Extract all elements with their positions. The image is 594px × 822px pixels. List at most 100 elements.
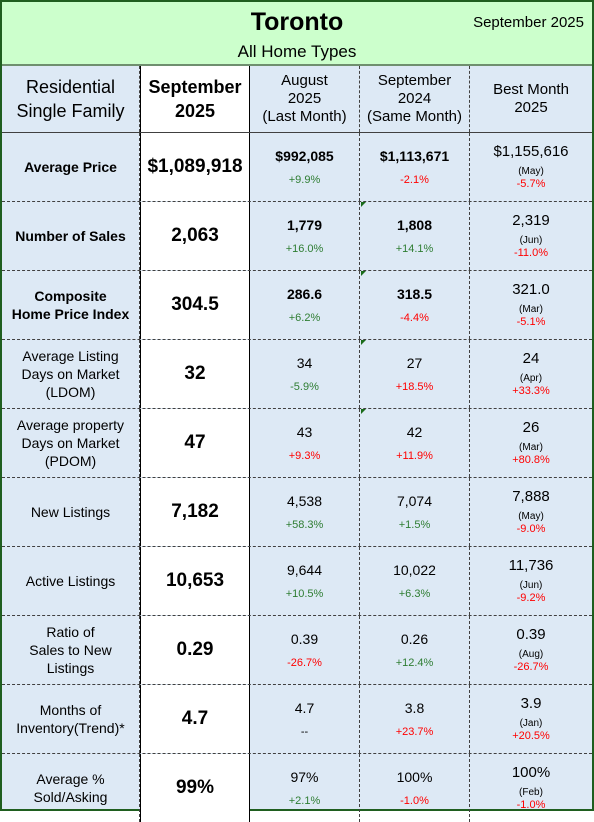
last-month-change: -26.7% <box>287 657 322 669</box>
best-month-value: 26 <box>522 419 540 436</box>
best-month-value: 0.39 <box>516 626 546 643</box>
best-month-cell: $1,155,616 (May) -5.7% <box>470 133 592 201</box>
best-month-change: -11.0% <box>513 247 549 259</box>
header-current-line: 2025 <box>174 101 216 121</box>
last-month-change: +58.3% <box>285 519 324 531</box>
best-month-name: (May) <box>518 511 544 522</box>
table-row: Average Listing Days on Market (LDOM) 32 34 -… <box>2 340 592 409</box>
best-month-name: (Mar) <box>519 442 543 453</box>
same-month-change: +23.7% <box>395 726 434 738</box>
header-current-line: September <box>148 77 242 97</box>
same-month-cell: $1,113,671 -2.1% <box>360 133 470 201</box>
last-month-change: -- <box>300 726 309 738</box>
current-value-cell: 4.7 <box>140 685 250 753</box>
header-last-line: August <box>281 72 328 89</box>
metric-label-cell: Average Price <box>2 133 140 201</box>
best-month-name: (Apr) <box>519 373 543 384</box>
report-date: September 2025 <box>473 14 584 31</box>
best-month-change: +20.5% <box>512 730 550 742</box>
current-value-cell: 7,182 <box>140 478 250 546</box>
last-month-cell: 9,644 +10.5% <box>250 547 360 615</box>
metric-label-line: Ratio of <box>46 624 95 640</box>
same-month-cell: 1,808 +14.1% <box>360 202 470 270</box>
header-same-line: September <box>377 72 452 89</box>
same-month-cell: 42 +11.9% <box>360 409 470 477</box>
best-month-change: -5.1% <box>516 316 546 328</box>
best-month-name: (Aug) <box>518 649 544 660</box>
cell-flag-marker <box>361 271 366 276</box>
header-best-line: 2025 <box>514 99 548 116</box>
header-best-month: Best Month 2025 <box>470 66 592 132</box>
metric-label-cell: Months of Inventory(Trend)* <box>2 685 140 753</box>
best-month-value: 3.9 <box>520 695 542 712</box>
same-month-change: -4.4% <box>400 312 429 324</box>
best-month-value: 11,736 <box>508 557 554 574</box>
metric-label-cell: New Listings <box>2 478 140 546</box>
same-month-change: +1.5% <box>398 519 431 531</box>
best-month-cell: 321.0 (Mar) -5.1% <box>470 271 592 339</box>
header-best-line: Best Month <box>493 81 569 98</box>
table-row: New Listings 7,182 4,538 +58.3% 7,074 +1.5% 7,… <box>2 478 592 547</box>
header-category-line: Single Family <box>16 101 125 121</box>
best-month-cell: 24 (Apr) +33.3% <box>470 340 592 408</box>
stats-table: Residential Single Family September 2025… <box>2 66 592 822</box>
best-month-name: (Jun) <box>519 235 543 246</box>
metric-label-line: Sold/Asking <box>33 789 108 805</box>
last-month-cell: 0.39 -26.7% <box>250 616 360 684</box>
same-month-cell: 0.26 +12.4% <box>360 616 470 684</box>
metric-label-line: Days on Market <box>21 435 120 451</box>
metric-label-cell: Number of Sales <box>2 202 140 270</box>
header-same-line: 2024 <box>397 90 432 107</box>
header-last-line: 2025 <box>287 90 322 107</box>
best-month-change: +80.8% <box>512 454 550 466</box>
best-month-name: (May) <box>518 166 544 177</box>
best-month-name: (Jan) <box>519 718 543 729</box>
current-value-cell: 0.29 <box>140 616 250 684</box>
best-month-value: $1,155,616 <box>493 143 569 160</box>
same-month-change: -1.0% <box>400 795 429 807</box>
last-month-value: 43 <box>296 424 313 440</box>
table-header-row: Residential Single Family September 2025… <box>2 66 592 133</box>
current-value-cell: 10,653 <box>140 547 250 615</box>
metric-label-line: Composite <box>34 288 107 304</box>
last-month-value: 286.6 <box>286 286 323 302</box>
metric-label-line: Months of <box>39 702 102 718</box>
table-row: Average Price $1,089,918 $992,085 +9.9% $1,1… <box>2 133 592 202</box>
header-last-line: (Last Month) <box>262 108 347 125</box>
metric-label-cell: Ratio of Sales to New Listings <box>2 616 140 684</box>
best-month-change: -9.0% <box>516 523 546 535</box>
metric-label-line: Inventory(Trend)* <box>16 720 125 736</box>
cell-flag-marker <box>361 202 366 207</box>
last-month-cell: 97% +2.1% <box>250 754 360 822</box>
home-type-subtitle: All Home Types <box>237 42 357 61</box>
best-month-value: 100% <box>511 764 551 781</box>
city-title: Toronto <box>250 8 344 36</box>
last-month-change: +9.9% <box>288 174 321 186</box>
best-month-cell: 7,888 (May) -9.0% <box>470 478 592 546</box>
same-month-cell: 10,022 +6.3% <box>360 547 470 615</box>
same-month-value: 10,022 <box>393 562 436 578</box>
last-month-value: $992,085 <box>275 148 334 164</box>
same-month-cell: 27 +18.5% <box>360 340 470 408</box>
same-month-cell: 7,074 +1.5% <box>360 478 470 546</box>
same-month-value: 1,808 <box>396 217 433 233</box>
table-row: Number of Sales 2,063 1,779 +16.0% 1,808 +14.… <box>2 202 592 271</box>
best-month-value: 321.0 <box>512 281 550 298</box>
same-month-value: 318.5 <box>396 286 433 302</box>
best-month-value: 7,888 <box>512 488 550 505</box>
current-value-cell: 304.5 <box>140 271 250 339</box>
best-month-cell: 2,319 (Jun) -11.0% <box>470 202 592 270</box>
best-month-change: -1.0% <box>516 799 546 811</box>
best-month-name: (Mar) <box>519 304 543 315</box>
current-value-cell: 2,063 <box>140 202 250 270</box>
last-month-change: +6.2% <box>288 312 321 324</box>
last-month-value: 97% <box>290 769 319 785</box>
metric-label-line: Average Listing <box>22 348 119 364</box>
same-month-value: 42 <box>406 424 423 440</box>
metric-label-cell: Composite Home Price Index <box>2 271 140 339</box>
last-month-cell: 4,538 +58.3% <box>250 478 360 546</box>
table-row: Months of Inventory(Trend)* 4.7 4.7 -- 3.8 +23… <box>2 685 592 754</box>
last-month-value: 0.39 <box>290 631 319 647</box>
cell-flag-marker <box>361 409 366 414</box>
metric-label-cell: Average Listing Days on Market (LDOM) <box>2 340 140 408</box>
